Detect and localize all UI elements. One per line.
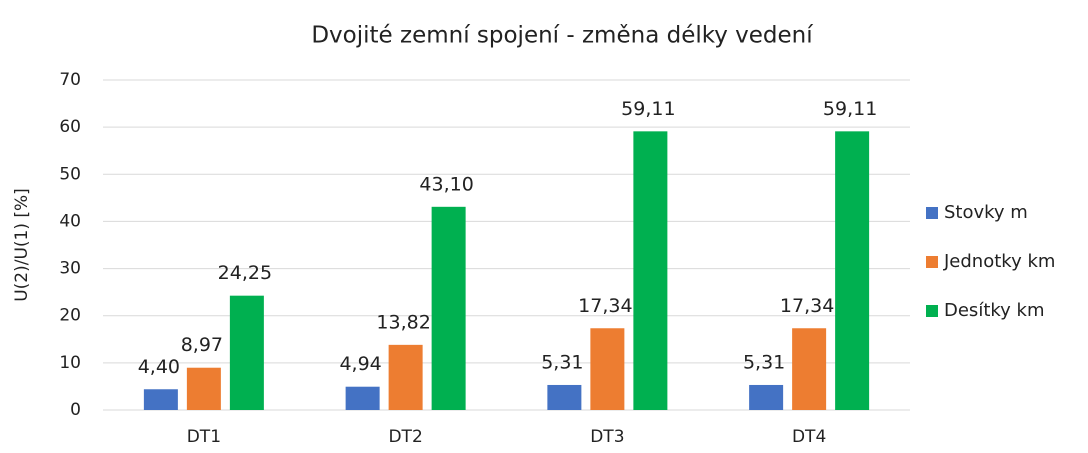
y-tick-label: 20 [59,306,81,326]
bar [792,328,827,410]
x-tick-label: DT4 [792,427,826,447]
y-tick-label: 30 [59,259,81,279]
bar [547,384,582,410]
bar [590,328,625,410]
bar [186,367,221,410]
bar [388,344,423,410]
legend-swatch [926,256,938,268]
legend-label: Desítky km [944,300,1045,321]
legend-swatch [926,207,938,219]
bar [633,131,668,411]
legend-label: Jednotky km [943,251,1055,272]
value-label: 5,31 [743,351,785,373]
value-label: 4,94 [339,353,381,375]
value-label: 13,82 [376,311,430,333]
y-tick-label: 70 [59,70,81,90]
y-tick-label: 0 [70,400,81,420]
y-tick-label: 60 [59,117,81,137]
value-label: 17,34 [780,295,834,317]
x-tick-label: DT2 [388,427,422,447]
value-label: 59,11 [823,98,877,120]
legend-swatch [926,305,938,317]
x-tick-label: DT3 [590,427,624,447]
bar [431,206,466,410]
bar [229,295,264,410]
y-axis-label: U(2)/U(1) [%] [12,188,32,302]
value-label: 43,10 [419,173,473,195]
value-label: 8,97 [181,334,223,356]
y-tick-label: 40 [59,211,81,231]
bar [749,384,784,410]
value-label: 59,11 [621,98,675,120]
legend-label: Stovky m [944,202,1028,223]
bar [143,389,178,410]
bar [835,131,870,411]
value-label: 17,34 [578,295,632,317]
bar [345,386,380,410]
chart-title: Dvojité zemní spojení - změna délky vede… [311,23,813,49]
value-label: 5,31 [541,351,583,373]
y-tick-label: 50 [59,164,81,184]
x-tick-label: DT1 [187,427,221,447]
y-tick-label: 10 [59,353,81,373]
value-label: 24,25 [218,262,272,284]
value-label: 4,40 [138,356,180,378]
